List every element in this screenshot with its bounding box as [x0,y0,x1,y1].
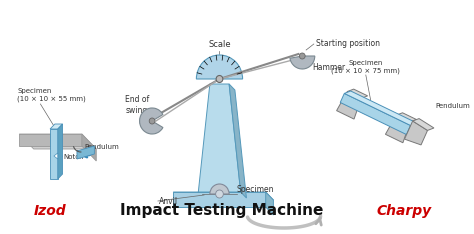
Polygon shape [58,124,63,179]
Circle shape [216,76,223,83]
Polygon shape [82,134,96,161]
Text: End of
swing: End of swing [125,95,149,115]
Text: Scale: Scale [208,40,231,49]
Wedge shape [139,108,163,134]
Wedge shape [210,184,229,194]
Polygon shape [54,153,58,159]
Circle shape [300,53,305,59]
Polygon shape [50,124,63,129]
Polygon shape [404,121,428,145]
Polygon shape [344,91,417,125]
Text: Pendulum: Pendulum [435,103,470,109]
Polygon shape [229,84,246,198]
Wedge shape [196,55,243,79]
Text: Specimen
(10 × 10 × 55 mm): Specimen (10 × 10 × 55 mm) [18,88,86,102]
Polygon shape [385,115,410,143]
Polygon shape [173,192,273,200]
Polygon shape [337,91,361,119]
Polygon shape [407,123,417,135]
Wedge shape [290,56,315,69]
Polygon shape [340,93,410,135]
Text: Impact Testing Machine: Impact Testing Machine [120,203,323,218]
Text: Anvil: Anvil [159,197,178,206]
Polygon shape [19,134,82,146]
Circle shape [149,118,155,124]
Polygon shape [19,134,96,149]
Polygon shape [413,119,434,130]
Text: Charpy: Charpy [377,204,432,218]
Text: Starting position: Starting position [316,40,380,48]
Polygon shape [50,129,58,179]
Polygon shape [77,146,94,159]
Text: Hammer: Hammer [312,63,345,73]
Text: Notch: Notch [64,154,84,160]
Text: Izod: Izod [34,204,66,218]
Text: Specimen: Specimen [237,184,274,194]
Polygon shape [198,84,241,192]
Text: Pendulum: Pendulum [85,144,119,150]
Polygon shape [266,192,273,215]
Polygon shape [173,192,266,207]
Circle shape [216,190,223,198]
Polygon shape [347,89,368,98]
Polygon shape [396,113,417,122]
Text: Specimen
(10 × 10 × 75 mm): Specimen (10 × 10 × 75 mm) [331,60,400,74]
